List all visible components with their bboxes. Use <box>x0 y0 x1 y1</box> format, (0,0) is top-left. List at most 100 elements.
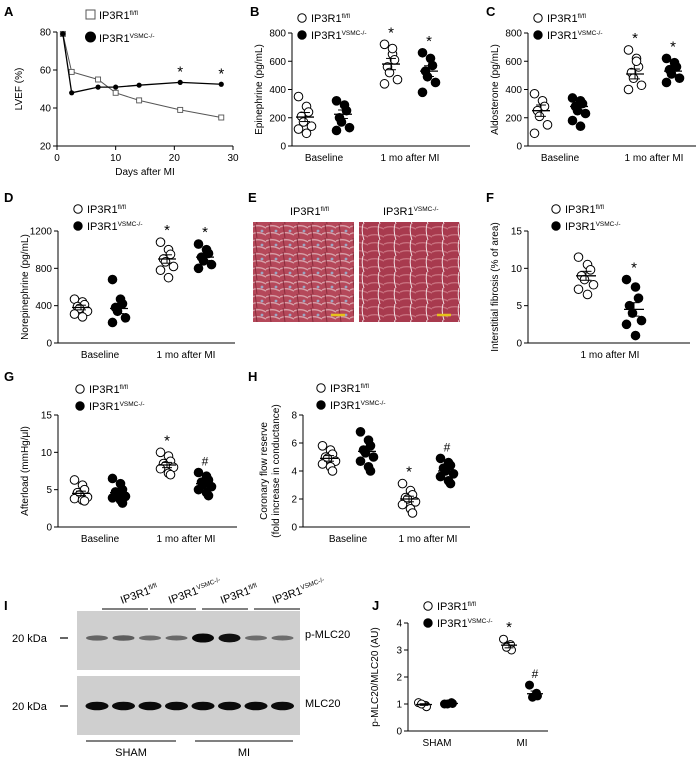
panel-d-y-axis-label: Norepinephrine (pg/mL) <box>20 234 31 340</box>
panel-f-legend-label-ko: IP3R1VSMC-/- <box>565 221 621 233</box>
panel-d-significance-mark: * <box>164 222 170 239</box>
panel-b-significance-mark: * <box>426 33 432 50</box>
panel-b-y-tick-label: 600 <box>269 57 286 68</box>
panel-c-point-ko <box>567 93 578 103</box>
panel-a-point-fl <box>177 106 184 113</box>
panel-a-significance-mark: * <box>177 63 183 80</box>
panel-h-significance-mark: # <box>444 440 451 454</box>
panel-a-point-fl <box>112 89 119 96</box>
panel-f-y-tick-label: 15 <box>511 227 523 238</box>
panel-d-legend-marker-fl <box>73 204 83 214</box>
panel-g-legend-label-ko: IP3R1VSMC-/- <box>89 401 145 413</box>
panel-a-legend-marker-fl <box>85 9 96 20</box>
panel-j-legend-label-ko: IP3R1VSMC-/- <box>437 618 493 630</box>
panel-g-legend-marker-ko <box>75 401 85 411</box>
panel-c-point-fl <box>636 80 647 91</box>
blot-kda-top: 20 kDa <box>12 633 48 645</box>
panel-f-significance-mark: * <box>631 260 637 277</box>
panel-c-point-fl <box>628 73 639 83</box>
blot-band-p-mlc20 <box>112 635 135 641</box>
panel-h-y-tick-label: 2 <box>291 495 297 506</box>
panel-d-legend-label-ko: IP3R1VSMC-/- <box>87 221 143 233</box>
panel-j-y-tick-label: 3 <box>396 646 402 657</box>
panel-a-y-tick-label: 20 <box>40 142 52 153</box>
panel-h-legend-marker-ko <box>316 400 326 410</box>
panel-d-point-fl <box>69 309 80 319</box>
panel-f-point-fl <box>588 279 599 290</box>
panel-f-point-ko <box>630 282 641 292</box>
panel-letter-J: J <box>372 598 379 613</box>
panel-b-point-ko <box>344 122 355 133</box>
panel-c-y-tick-label: 400 <box>505 85 522 96</box>
panel-c-point-fl <box>623 45 634 55</box>
panel-letter-D: D <box>4 190 13 205</box>
panel-g-legend-label-fl: IP3R1fl/fl <box>89 384 128 396</box>
panel-c-point-ko <box>661 77 672 88</box>
panel-c-y-tick-label: 0 <box>516 142 522 153</box>
panel-b-point-fl <box>293 91 304 102</box>
panel-j-legend-marker-fl <box>423 601 433 611</box>
panel-b-point-ko <box>341 105 352 116</box>
panel-g-y-axis-label: Afterload (mmHg/μl) <box>20 426 31 516</box>
panel-letter-H: H <box>248 369 257 384</box>
blot-band-label-mlc20: MLC20 <box>305 698 340 710</box>
panel-j-category-label: SHAM <box>423 738 452 749</box>
panel-h-y-tick-label: 0 <box>291 523 297 534</box>
panel-g-point-fl <box>165 469 176 480</box>
panel-a-point-ko <box>218 81 224 87</box>
panel-h-point-ko <box>360 448 371 458</box>
panel-b-legend-label-ko: IP3R1VSMC-/- <box>311 30 367 42</box>
panel-a-x-axis-label: Days after MI <box>115 167 174 178</box>
panel-g-point-fl <box>155 463 166 474</box>
panel-d-y-tick-label: 400 <box>35 301 52 312</box>
panel-h-point-ko <box>365 441 376 451</box>
panel-e-column-label-fl: IP3R1fl/fl <box>290 206 329 218</box>
panel-g-point-ko <box>203 490 214 501</box>
panel-f-y-axis-label: Interstitial fibrosis (% of area) <box>490 222 501 352</box>
panel-b-point-fl <box>301 128 312 139</box>
panel-c-legend-label-fl: IP3R1fl/fl <box>547 13 586 25</box>
panel-h-point-fl <box>397 499 408 510</box>
blot-lane-label: IP3R1fl/fl <box>119 582 160 607</box>
panel-a-point-ko <box>95 84 101 90</box>
panel-h-point-ko <box>355 427 366 437</box>
panel-b-y-tick-label: 800 <box>269 29 286 40</box>
panel-h-category-label: 1 mo after MI <box>399 534 458 545</box>
blot-band-label-p-mlc20: p-MLC20 <box>305 629 350 641</box>
panel-b-point-fl <box>392 74 403 85</box>
panel-j-y-axis-label: p-MLC20/MLC20 (AU) <box>370 627 381 726</box>
panel-f-legend-marker-fl <box>551 204 561 214</box>
panel-d-point-ko <box>120 313 131 323</box>
panel-b-point-ko <box>336 117 347 127</box>
panel-g-legend-marker-fl <box>75 384 85 394</box>
panel-a-y-tick-label: 80 <box>40 28 52 39</box>
panel-f-y-tick-label: 5 <box>516 301 522 312</box>
panel-c-legend-marker-fl <box>533 13 543 23</box>
histology-image-ko <box>359 222 460 322</box>
panel-h-point-ko <box>365 466 376 476</box>
panel-c-point-fl <box>623 84 634 95</box>
panel-c-point-ko <box>580 108 591 119</box>
panel-h-point-fl <box>407 508 418 518</box>
blot-lane-label: IP3R1VSMC-/- <box>167 577 223 607</box>
panel-b-y-tick-label: 400 <box>269 85 286 96</box>
panel-f-legend-marker-ko <box>551 221 561 231</box>
panel-g-point-ko <box>107 473 118 484</box>
panel-a-point-ko <box>69 90 75 96</box>
blot-band-mlc20 <box>138 701 162 711</box>
panel-h-y-tick-label: 4 <box>291 467 297 478</box>
panel-b-significance-mark: * <box>388 24 394 41</box>
panel-h-y-axis-label: (fold increase in conductance) <box>271 404 282 537</box>
blot-band-p-mlc20 <box>165 635 188 641</box>
panel-g-category-label: Baseline <box>81 534 120 545</box>
panel-a-legend-marker-ko <box>85 31 96 43</box>
panel-j-y-tick-label: 1 <box>396 700 402 711</box>
panel-f-legend-label-fl: IP3R1fl/fl <box>565 204 604 216</box>
panel-letter-A: A <box>4 4 14 19</box>
panel-h-point-ko <box>445 478 456 489</box>
panel-d-category-label: 1 mo after MI <box>157 350 216 361</box>
panel-d-y-tick-label: 1200 <box>30 227 53 238</box>
panel-c-point-fl <box>542 120 553 130</box>
panel-a-x-tick-label: 0 <box>54 153 60 164</box>
panel-c-point-fl <box>529 88 540 99</box>
